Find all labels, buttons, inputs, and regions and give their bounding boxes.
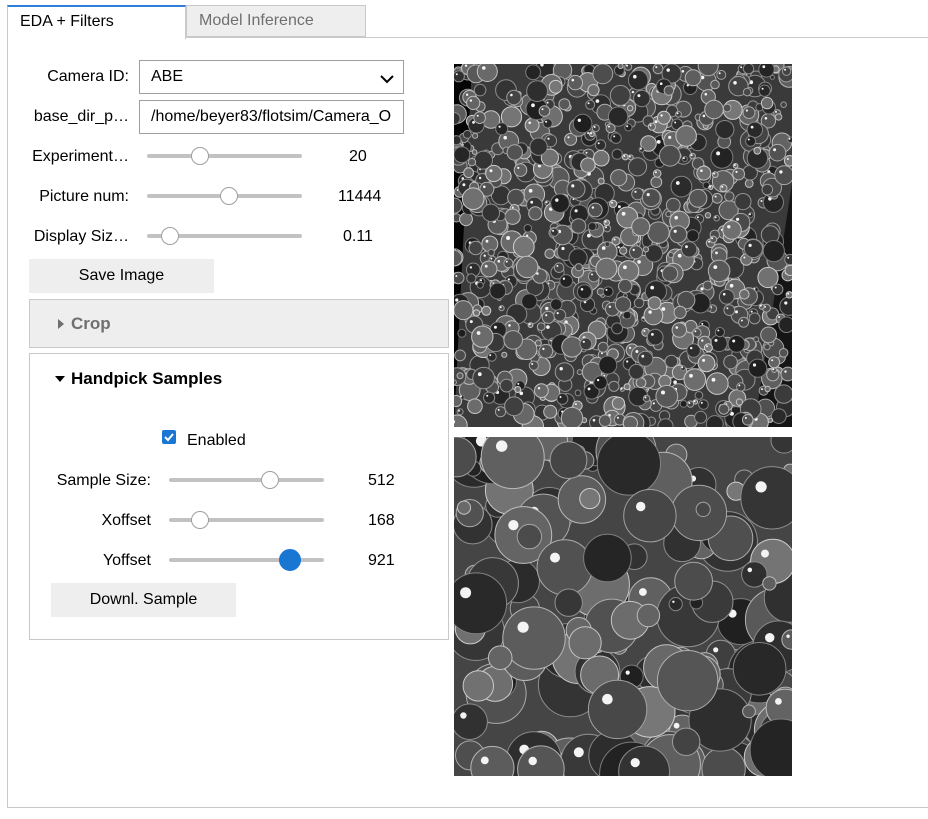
yoffset-slider-thumb[interactable] [279, 549, 302, 571]
yoffset-label: Yoffset [102, 552, 151, 569]
display-size-label: Display Siz… [33, 228, 129, 245]
picture-num-slider-thumb[interactable] [219, 187, 238, 205]
xoffset-label: Xoffset [101, 512, 151, 529]
display-size-value: 0.11 [343, 228, 373, 245]
camera-id-label: Camera ID: [47, 68, 129, 85]
sample-size-label: Sample Size: [56, 472, 151, 489]
crop-accordion[interactable]: Crop [29, 299, 449, 348]
tab-bar-divider [7, 37, 928, 38]
base-dir-value: /home/beyer83/flotsim/Camera_O [151, 108, 392, 125]
camera-id-select[interactable]: ABE [139, 60, 404, 94]
checkmark-icon [164, 433, 174, 442]
crop-title: Crop [71, 314, 111, 333]
picture-num-value: 11444 [338, 188, 382, 205]
foam-overview-image [454, 64, 792, 427]
xoffset-value: 168 [368, 512, 395, 529]
foam-sample-image [454, 437, 792, 776]
display-size-slider-track[interactable] [147, 234, 302, 238]
experiment-slider-track[interactable] [147, 154, 302, 158]
experiment-value: 20 [349, 148, 367, 165]
sample-size-value: 512 [368, 472, 395, 489]
experiment-slider-thumb[interactable] [190, 147, 209, 165]
base-dir-input[interactable]: /home/beyer83/flotsim/Camera_O [139, 100, 404, 134]
handpick-title[interactable]: Handpick Samples [71, 369, 223, 388]
yoffset-slider-track[interactable] [169, 558, 324, 562]
caret-right-icon [58, 319, 64, 329]
enabled-label: Enabled [187, 432, 246, 449]
save-image-button[interactable]: Save Image [29, 259, 214, 293]
chevron-down-icon [380, 75, 394, 84]
enabled-checkbox[interactable] [162, 430, 176, 444]
tab-eda-filters[interactable]: EDA + Filters [7, 5, 186, 39]
tab-panel [7, 37, 928, 808]
xoffset-slider-track[interactable] [169, 518, 324, 522]
display-size-slider-thumb[interactable] [160, 227, 179, 245]
xoffset-slider-thumb[interactable] [190, 511, 209, 529]
download-sample-button[interactable]: Downl. Sample [51, 583, 236, 617]
experiment-label: Experiment… [32, 148, 129, 165]
yoffset-value: 921 [368, 552, 395, 569]
sample-size-slider-track[interactable] [169, 478, 324, 482]
picture-num-label: Picture num: [39, 188, 129, 205]
caret-down-icon[interactable] [55, 376, 65, 382]
tab-model-inference[interactable]: Model Inference [186, 5, 366, 37]
sample-size-slider-thumb[interactable] [260, 471, 279, 489]
base-dir-label: base_dir_p… [33, 108, 129, 125]
camera-id-value: ABE [151, 68, 184, 85]
